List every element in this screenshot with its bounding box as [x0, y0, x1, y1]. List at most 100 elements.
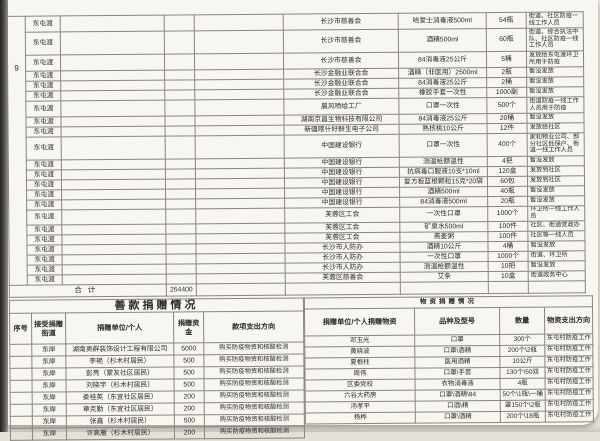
qty-cell: 2瓶 — [486, 67, 527, 78]
money-use-cell — [194, 14, 284, 31]
use-cell: 购买防疫物资和核酸检测 — [204, 377, 305, 391]
donor-cell: 区委党校 — [305, 379, 416, 391]
header-money-use: 款项支出方向 — [203, 310, 304, 343]
top-table-body: 9 东屯渡 长沙市慈善会 哈爱士消毒液500ml 54瓶 街道、社区防疫一线工作人员 东屯渡… — [7, 11, 586, 286]
street-cell: 东屯渡 — [27, 274, 63, 286]
use-cell: 街道政务中心 — [528, 270, 586, 282]
serial-cell — [10, 404, 33, 417]
use-cell: 购买防疫物资和核酸检测 — [203, 353, 304, 367]
item-cell: 一次性口罩 — [400, 251, 489, 263]
item-cell: 哈爱士消毒液500ml — [398, 12, 487, 30]
goods-donor-cell: 长沙市慈善会 — [283, 29, 399, 54]
use-cell: 街道、社区防疫一线工作人员 — [526, 11, 584, 29]
money-use-cell — [194, 30, 284, 54]
money-amount-cell — [165, 178, 196, 190]
street-cell: 东屯渡 — [26, 126, 62, 138]
use-cell: 东屯村防疫工作 — [544, 355, 593, 367]
street-cell: 东屯渡 — [27, 254, 63, 266]
use-cell: 购买防疫物资和核酸检测 — [204, 389, 305, 403]
street-cell: 东屯渡 — [26, 159, 62, 171]
goods-donor-cell: 长沙市慈善会 — [283, 13, 399, 31]
money-amount-cell — [164, 89, 195, 101]
money-donor-cell — [60, 54, 165, 71]
item-cell: 口罩\酒精 — [415, 411, 501, 424]
item-cell: 口罩\手套 — [414, 367, 501, 380]
use-cell: 东屯村防疫工作 — [544, 333, 593, 345]
money-use-cell — [196, 273, 286, 284]
money-use-cell — [195, 168, 285, 179]
use-cell: 暂没发放 — [527, 155, 585, 167]
qty-cell: 130个\50双 — [499, 366, 546, 379]
item-cell: 测温枪额温性 — [400, 261, 489, 273]
paper-sheet — [8, 0, 598, 425]
qty-cell: 20桶 — [486, 113, 528, 124]
money-use-cell — [195, 223, 285, 234]
use-cell: 东屯村防疫工作 — [545, 410, 594, 422]
qty-cell: 12件 — [487, 123, 528, 134]
street-cell: 东岸 — [31, 355, 66, 369]
use-cell: 购买防疫物资和核酸检测 — [204, 413, 305, 427]
item-cell: 酒精10公斤 — [399, 241, 489, 253]
qty-cell: 60包 — [487, 176, 528, 187]
money-amount-cell — [165, 243, 197, 254]
item-cell: 矿泉水500ml — [399, 221, 488, 233]
donor-cell: 彭亮（蒙友社区居民） — [65, 367, 175, 380]
amount-cell: 500 — [173, 354, 204, 368]
qty-cell: 5桶 — [486, 51, 527, 68]
qty-cell: 60瓶 — [486, 28, 527, 52]
qty-cell: 500个 — [486, 97, 527, 114]
use-cell: 暂没发放 — [526, 66, 584, 78]
use-cell: 家和物业公司、部分社区低保户、街道一线工作人员 — [527, 132, 585, 157]
street-cell: 东岸 — [32, 403, 67, 417]
money-amount-cell — [165, 198, 196, 210]
use-cell: 环卫所一线工作人员 — [527, 205, 585, 222]
qty-cell: 300个 — [499, 333, 545, 346]
header-street: 接受捐赠街道 — [31, 312, 66, 345]
qty-cell: 4瓶 — [500, 377, 546, 390]
money-donation-table: 善款捐赠情况 序号 接受捐赠街道 捐赠单位/个人 捐赠资金 款项支出方向 东岸湖… — [9, 297, 305, 441]
goods-donor-cell: 晨风喷绘工厂 — [283, 98, 399, 116]
qty-cell: 40瓶 — [487, 186, 528, 197]
street-cell: 东岸 — [31, 343, 66, 357]
qty-cell: 50个\1瓶\一桶 — [500, 388, 546, 401]
use-cell: 购买防疫物资和核酸检测 — [203, 341, 304, 355]
qty-cell: 罩150个\2瓶 — [500, 399, 546, 412]
qty-cell: 10把 — [488, 261, 529, 272]
qty-cell: 10盒 — [488, 271, 529, 282]
item-cell: 一次性口罩 — [399, 206, 488, 223]
amount-cell: 500 — [174, 414, 205, 428]
item-cell: 84消毒液25公斤 — [398, 51, 487, 69]
header-goods-donor: 捐赠单位/个人捐赠物资 — [304, 308, 415, 336]
qty-cell: 1000副 — [486, 87, 527, 98]
money-amount-cell — [164, 69, 195, 81]
money-amount-cell — [164, 53, 195, 71]
money-use-cell — [195, 188, 285, 199]
empty-cell — [400, 281, 489, 295]
use-cell: 暂没发放 — [526, 86, 584, 98]
use-cell: 购买防疫物资和核酸检测 — [203, 365, 305, 379]
serial-cell — [10, 392, 33, 405]
item-cell: 口罩\酒精\84 — [415, 389, 501, 402]
donor-cell: 章克勤（东宜社区居民） — [66, 403, 175, 416]
street-cell: 东屯渡 — [27, 264, 63, 276]
item-cell: 口酒\精 — [415, 400, 501, 413]
money-amount-cell — [164, 99, 195, 117]
use-cell: 购买防疫物资和核酸检测 — [204, 401, 305, 415]
header-donor: 捐赠单位/个人 — [65, 312, 174, 344]
street-cell: 东屯渡 — [25, 15, 61, 33]
empty-cell — [285, 282, 401, 296]
money-amount-cell — [165, 208, 196, 224]
money-use-cell — [194, 79, 284, 90]
serial-cell — [9, 356, 32, 369]
qty-cell: 100件 — [487, 231, 528, 242]
item-cell: 抗病毒口服液10支*10ml — [399, 166, 488, 178]
qty-cell: 1000个 — [487, 206, 528, 222]
money-donor-cell — [60, 100, 165, 117]
street-cell: 东岸 — [32, 427, 67, 441]
qty-cell: 20瓶 — [487, 196, 528, 207]
item-cell: 口罩\酒精 — [414, 345, 500, 358]
money-amount-cell — [166, 263, 197, 274]
item-cell: 口罩 — [414, 334, 500, 347]
money-amount-cell — [166, 273, 197, 284]
